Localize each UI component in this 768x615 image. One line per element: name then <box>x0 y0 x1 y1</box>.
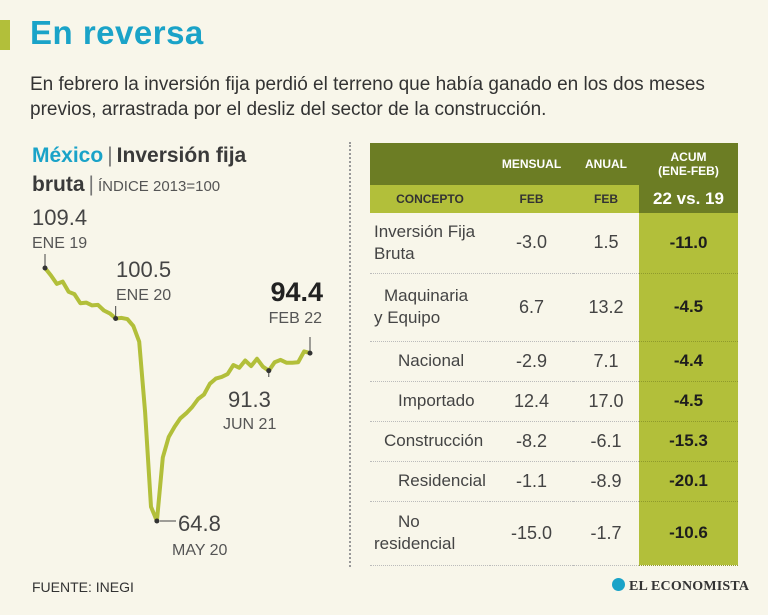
column-divider <box>349 142 351 567</box>
row-anual: -1.7 <box>573 501 639 566</box>
row-mensual: -15.0 <box>490 501 573 566</box>
table-row: Inversión Fija Bruta -3.0 1.5 -11.0 <box>370 213 738 274</box>
row-mensual: 6.7 <box>490 273 573 342</box>
chart-heading: México | Inversión fija bruta | ÍNDICE 2013=… <box>32 141 246 201</box>
row-anual: 13.2 <box>573 273 639 342</box>
header-mensual: MENSUAL <box>490 143 573 185</box>
row-mensual: -2.9 <box>490 341 573 382</box>
header-feb-mensual: FEB <box>490 185 573 213</box>
concept-line2: Bruta <box>374 243 415 263</box>
row-acum: -10.6 <box>639 501 738 566</box>
row-concept: Residencial <box>370 461 490 502</box>
annotation-marker <box>307 350 313 356</box>
chart-metric-line1: Inversión fija <box>116 144 247 167</box>
table-row: Nacional -2.9 7.1 -4.4 <box>370 341 738 382</box>
header-empty-cell <box>370 143 490 185</box>
header-acum-comparison: 22 vs. 19 <box>639 185 738 213</box>
table-row: Importado 12.4 17.0 -4.5 <box>370 381 738 422</box>
row-mensual: -8.2 <box>490 421 573 462</box>
annotation-date: ENE 19 <box>32 235 87 252</box>
annotation-value: 64.8 <box>178 511 221 536</box>
annotation-date: MAY 20 <box>172 542 228 559</box>
annotation-value: 100.5 <box>116 257 171 282</box>
header-feb-anual: FEB <box>573 185 639 213</box>
annotation-marker <box>154 518 160 524</box>
brand-name: EL ECONOMISTA <box>629 579 750 594</box>
row-concept: Maquinaria y Equipo <box>370 273 490 342</box>
row-anual: -6.1 <box>573 421 639 462</box>
annotation-marker <box>266 368 272 374</box>
chart-metric-line2: bruta <box>32 173 85 196</box>
table-header-row-1: MENSUAL ANUAL ACUM (ENE-FEB) <box>370 143 738 185</box>
line-chart: 109.4 ENE 19 100.5 ENE 20 64.8 MAY 20 91.3 JUN … <box>32 205 323 559</box>
row-acum: -4.5 <box>639 273 738 342</box>
annotation-value: 91.3 <box>228 387 271 412</box>
row-acum: -15.3 <box>639 421 738 462</box>
table-header-row-2: CONCEPTO FEB FEB 22 vs. 19 <box>370 185 738 213</box>
title-accent-bar <box>0 20 10 50</box>
table-row: Construcción -8.2 -6.1 -15.3 <box>370 421 738 462</box>
chart-index-label: ÍNDICE 2013=100 <box>97 178 221 195</box>
annotation-value: 94.4 <box>270 277 323 307</box>
header-concepto: CONCEPTO <box>370 185 490 213</box>
row-acum: -20.1 <box>639 461 738 502</box>
row-mensual: 12.4 <box>490 381 573 422</box>
table-row: Maquinaria y Equipo 6.7 13.2 -4.5 <box>370 273 738 342</box>
chart-heading-separator-2: | <box>88 173 94 196</box>
concept-line2: residencial <box>374 534 456 553</box>
annotation-date: FEB 22 <box>269 310 322 327</box>
concept-line1: Maquinaria <box>384 286 469 305</box>
row-mensual: -3.0 <box>490 213 573 274</box>
annotation-date: JUN 21 <box>223 416 276 433</box>
annotation-date: ENE 20 <box>116 287 171 304</box>
row-acum: -4.4 <box>639 341 738 382</box>
row-acum: -11.0 <box>639 213 738 274</box>
row-anual: 1.5 <box>573 213 639 274</box>
annotation-value: 109.4 <box>32 205 87 230</box>
row-concept: Inversión Fija Bruta <box>370 213 490 274</box>
concept-line1: No <box>398 512 420 531</box>
chart-country: México <box>32 144 104 167</box>
header-acum: ACUM (ENE-FEB) <box>639 143 738 185</box>
header-acum-line2: (ENE-FEB) <box>658 164 719 178</box>
row-anual: 17.0 <box>573 381 639 422</box>
row-acum: -4.5 <box>639 381 738 422</box>
concept-line2: y Equipo <box>374 308 441 327</box>
table-row: No residencial -15.0 -1.7 -10.6 <box>370 501 738 566</box>
page-title: En reversa <box>30 14 204 51</box>
annotation-marker <box>113 315 119 321</box>
annotation-marker <box>42 265 48 271</box>
globe-icon <box>612 578 625 591</box>
chart-heading-separator: | <box>107 144 113 167</box>
data-table: MENSUAL ANUAL ACUM (ENE-FEB) CONCEPTO FEB… <box>370 143 738 566</box>
concept-line1: Inversión Fija <box>374 221 476 241</box>
series-line <box>43 266 312 523</box>
source-note: FUENTE: INEGI <box>32 579 134 595</box>
row-concept: Nacional <box>370 341 490 382</box>
table-row: Residencial -1.1 -8.9 -20.1 <box>370 461 738 502</box>
row-concept: No residencial <box>370 501 490 566</box>
brand-logo: EL ECONOMISTA <box>612 578 749 595</box>
row-concept: Importado <box>370 381 490 422</box>
row-anual: 7.1 <box>573 341 639 382</box>
row-mensual: -1.1 <box>490 461 573 502</box>
header-anual: ANUAL <box>573 143 639 185</box>
page-subtitle: En febrero la inversión fija perdió el t… <box>30 74 705 120</box>
header-acum-line1: ACUM <box>670 150 707 164</box>
row-concept: Construcción <box>370 421 490 462</box>
row-anual: -8.9 <box>573 461 639 502</box>
